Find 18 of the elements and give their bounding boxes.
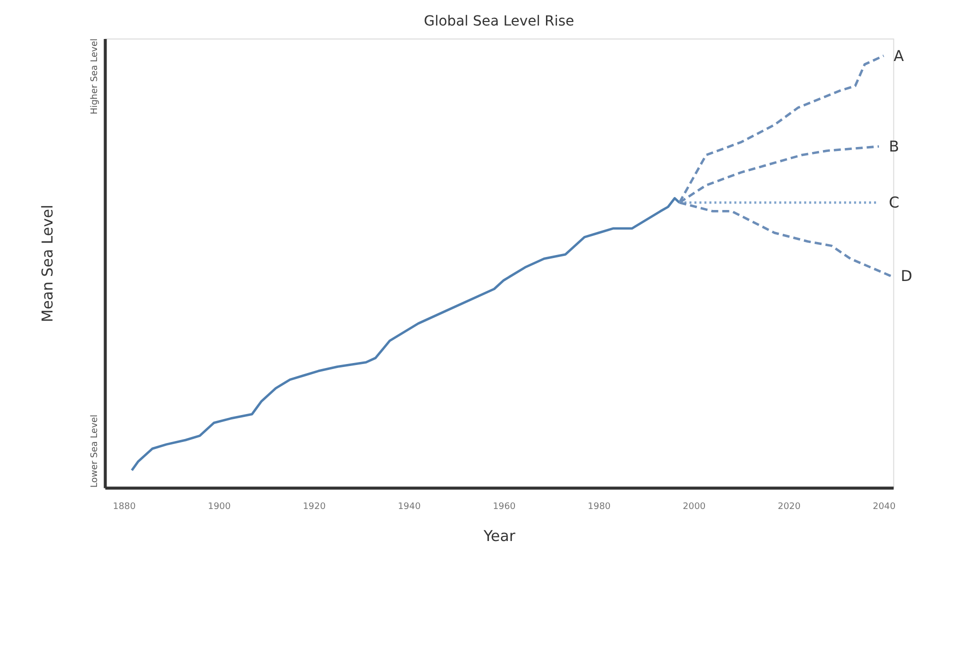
series-label: D (900, 266, 912, 285)
x-tick-label: 1980 (588, 502, 611, 512)
x-tick-label: 1900 (208, 502, 231, 512)
x-tick-label: 2040 (872, 502, 896, 512)
text: Lower Sea Level (90, 414, 100, 488)
x-tick-label: 1940 (398, 502, 421, 512)
series-label: A (894, 46, 905, 65)
text: Higher Sea Level (90, 38, 100, 114)
x-tick-label: 1880 (112, 502, 136, 512)
y-axis-title: Mean Sea Level (38, 204, 56, 322)
x-tick-label: 1960 (492, 502, 516, 512)
chart-title: Global Sea Level Rise (424, 14, 574, 30)
x-axis-title: Year (482, 526, 516, 545)
x-tick-label: 2020 (778, 502, 801, 512)
x-tick-label: 2000 (682, 502, 706, 512)
series-label: C (888, 194, 900, 212)
x-tick-label: 1920 (302, 502, 326, 512)
series-label: B (888, 137, 900, 156)
